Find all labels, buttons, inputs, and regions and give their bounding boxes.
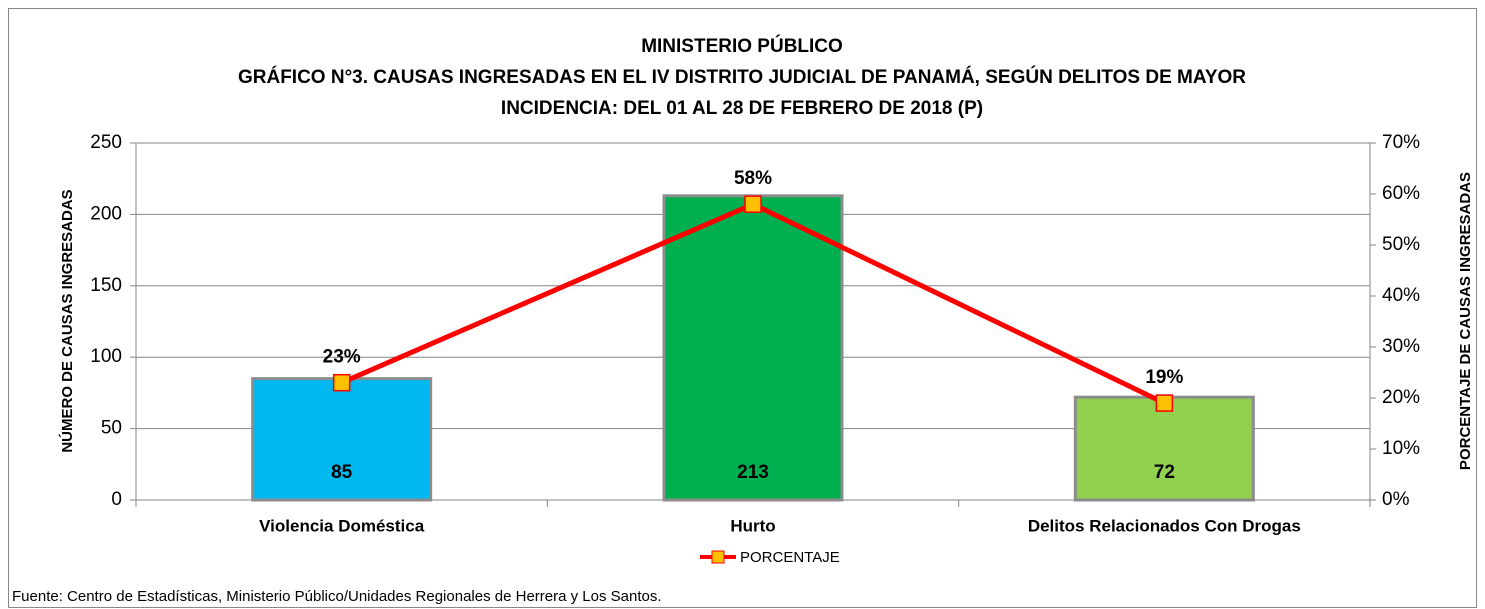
y-axis-label: NÚMERO DE CAUSAS INGRESADAS — [58, 189, 76, 452]
line-value-label: 58% — [734, 168, 772, 189]
y2-tick-label: 20% — [1382, 387, 1420, 408]
line-value-label: 19% — [1145, 367, 1183, 388]
chart-title: INCIDENCIA: DEL 01 AL 28 DE FEBRERO DE 2… — [501, 98, 983, 119]
y2-tick-label: 10% — [1382, 438, 1420, 459]
y2-tick-label: 60% — [1382, 183, 1420, 204]
bar-value-label: 85 — [331, 462, 353, 483]
line-marker — [744, 195, 762, 213]
y-tick-label: 150 — [90, 275, 122, 296]
y2-tick-label: 50% — [1382, 234, 1420, 255]
line-marker — [1155, 394, 1174, 412]
y2-tick-label: 70% — [1382, 132, 1420, 153]
bar-value-label: 72 — [1154, 462, 1175, 483]
legend-marker — [711, 550, 725, 564]
source-note: Fuente: Centro de Estadísticas, Minister… — [12, 588, 662, 605]
line-marker — [332, 373, 351, 392]
y2-tick-label: 40% — [1382, 285, 1420, 306]
y2-tick-label: 30% — [1382, 336, 1420, 357]
legend-label: PORCENTAJE — [740, 549, 840, 566]
bar — [1073, 395, 1255, 502]
line-value-label: 23% — [323, 347, 361, 368]
chart-title: GRÁFICO N°3. CAUSAS INGRESADAS EN EL IV … — [238, 66, 1246, 88]
bar-value-label: 213 — [737, 462, 769, 483]
y-tick-label: 200 — [90, 203, 122, 224]
y-tick-label: 250 — [90, 132, 122, 153]
chart-title: MINISTERIO PÚBLICO — [641, 35, 843, 57]
x-tick-label: Delitos Relacionados Con Drogas — [1028, 516, 1301, 535]
y-tick-label: 0 — [111, 489, 122, 510]
bar — [251, 377, 433, 502]
x-tick-label: Violencia Doméstica — [259, 516, 425, 535]
bar — [662, 194, 844, 502]
y-tick-label: 100 — [90, 346, 122, 367]
y-tick-label: 50 — [101, 418, 122, 439]
y2-axis-label: PORCENTAJE DE CAUSAS INGRESADAS — [1457, 172, 1474, 470]
x-tick-label: Hurto — [730, 516, 775, 535]
y2-tick-label: 0% — [1382, 489, 1410, 510]
